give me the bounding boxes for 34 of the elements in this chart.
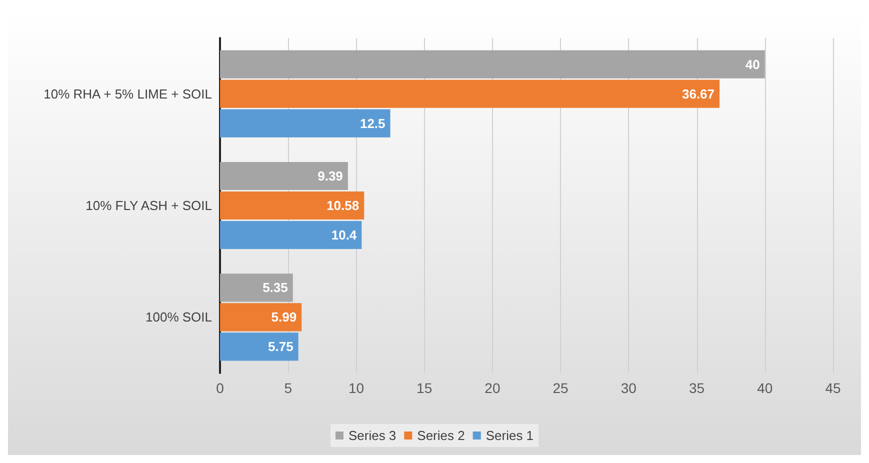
bar — [220, 50, 765, 78]
data-label: 5.75 — [268, 339, 294, 354]
data-label: 40 — [745, 56, 760, 72]
bar — [220, 220, 362, 250]
data-label: 10.58 — [326, 198, 360, 213]
y-tick-label: 100% SOIL — [146, 310, 212, 325]
data-label: 36.67 — [682, 86, 715, 102]
bar — [220, 274, 293, 302]
data-label: 5.35 — [262, 280, 288, 296]
bar — [220, 162, 348, 190]
x-tick-label: 45 — [825, 380, 841, 396]
data-label: 12.5 — [360, 116, 386, 131]
x-tick-label: 25 — [552, 380, 569, 396]
bar — [220, 332, 298, 361]
x-tick-label: 0 — [216, 380, 224, 396]
y-tick-label: 10% FLY ASH + SOIL — [86, 198, 212, 213]
y-tick-label: 10% RHA + 5% LIME + SOIL — [44, 86, 212, 102]
x-tick-label: 30 — [620, 380, 637, 396]
data-label: 9.39 — [318, 168, 343, 184]
x-tick-label: 5 — [284, 380, 292, 396]
x-tick-label: 40 — [757, 380, 773, 396]
x-tick-label: 10 — [348, 380, 364, 396]
legend-label: Series 1 — [486, 428, 534, 443]
bar — [220, 109, 390, 138]
bar — [220, 80, 720, 108]
data-label: 10.4 — [331, 228, 358, 242]
x-tick-label: 20 — [484, 380, 500, 396]
data-label: 5.99 — [271, 310, 297, 325]
bar — [220, 303, 302, 332]
x-tick-label: 35 — [688, 380, 705, 396]
bar — [220, 191, 364, 220]
legend-label: Series 3 — [348, 428, 396, 443]
legend-label: Series 2 — [417, 428, 465, 443]
x-tick-label: 15 — [416, 380, 432, 396]
